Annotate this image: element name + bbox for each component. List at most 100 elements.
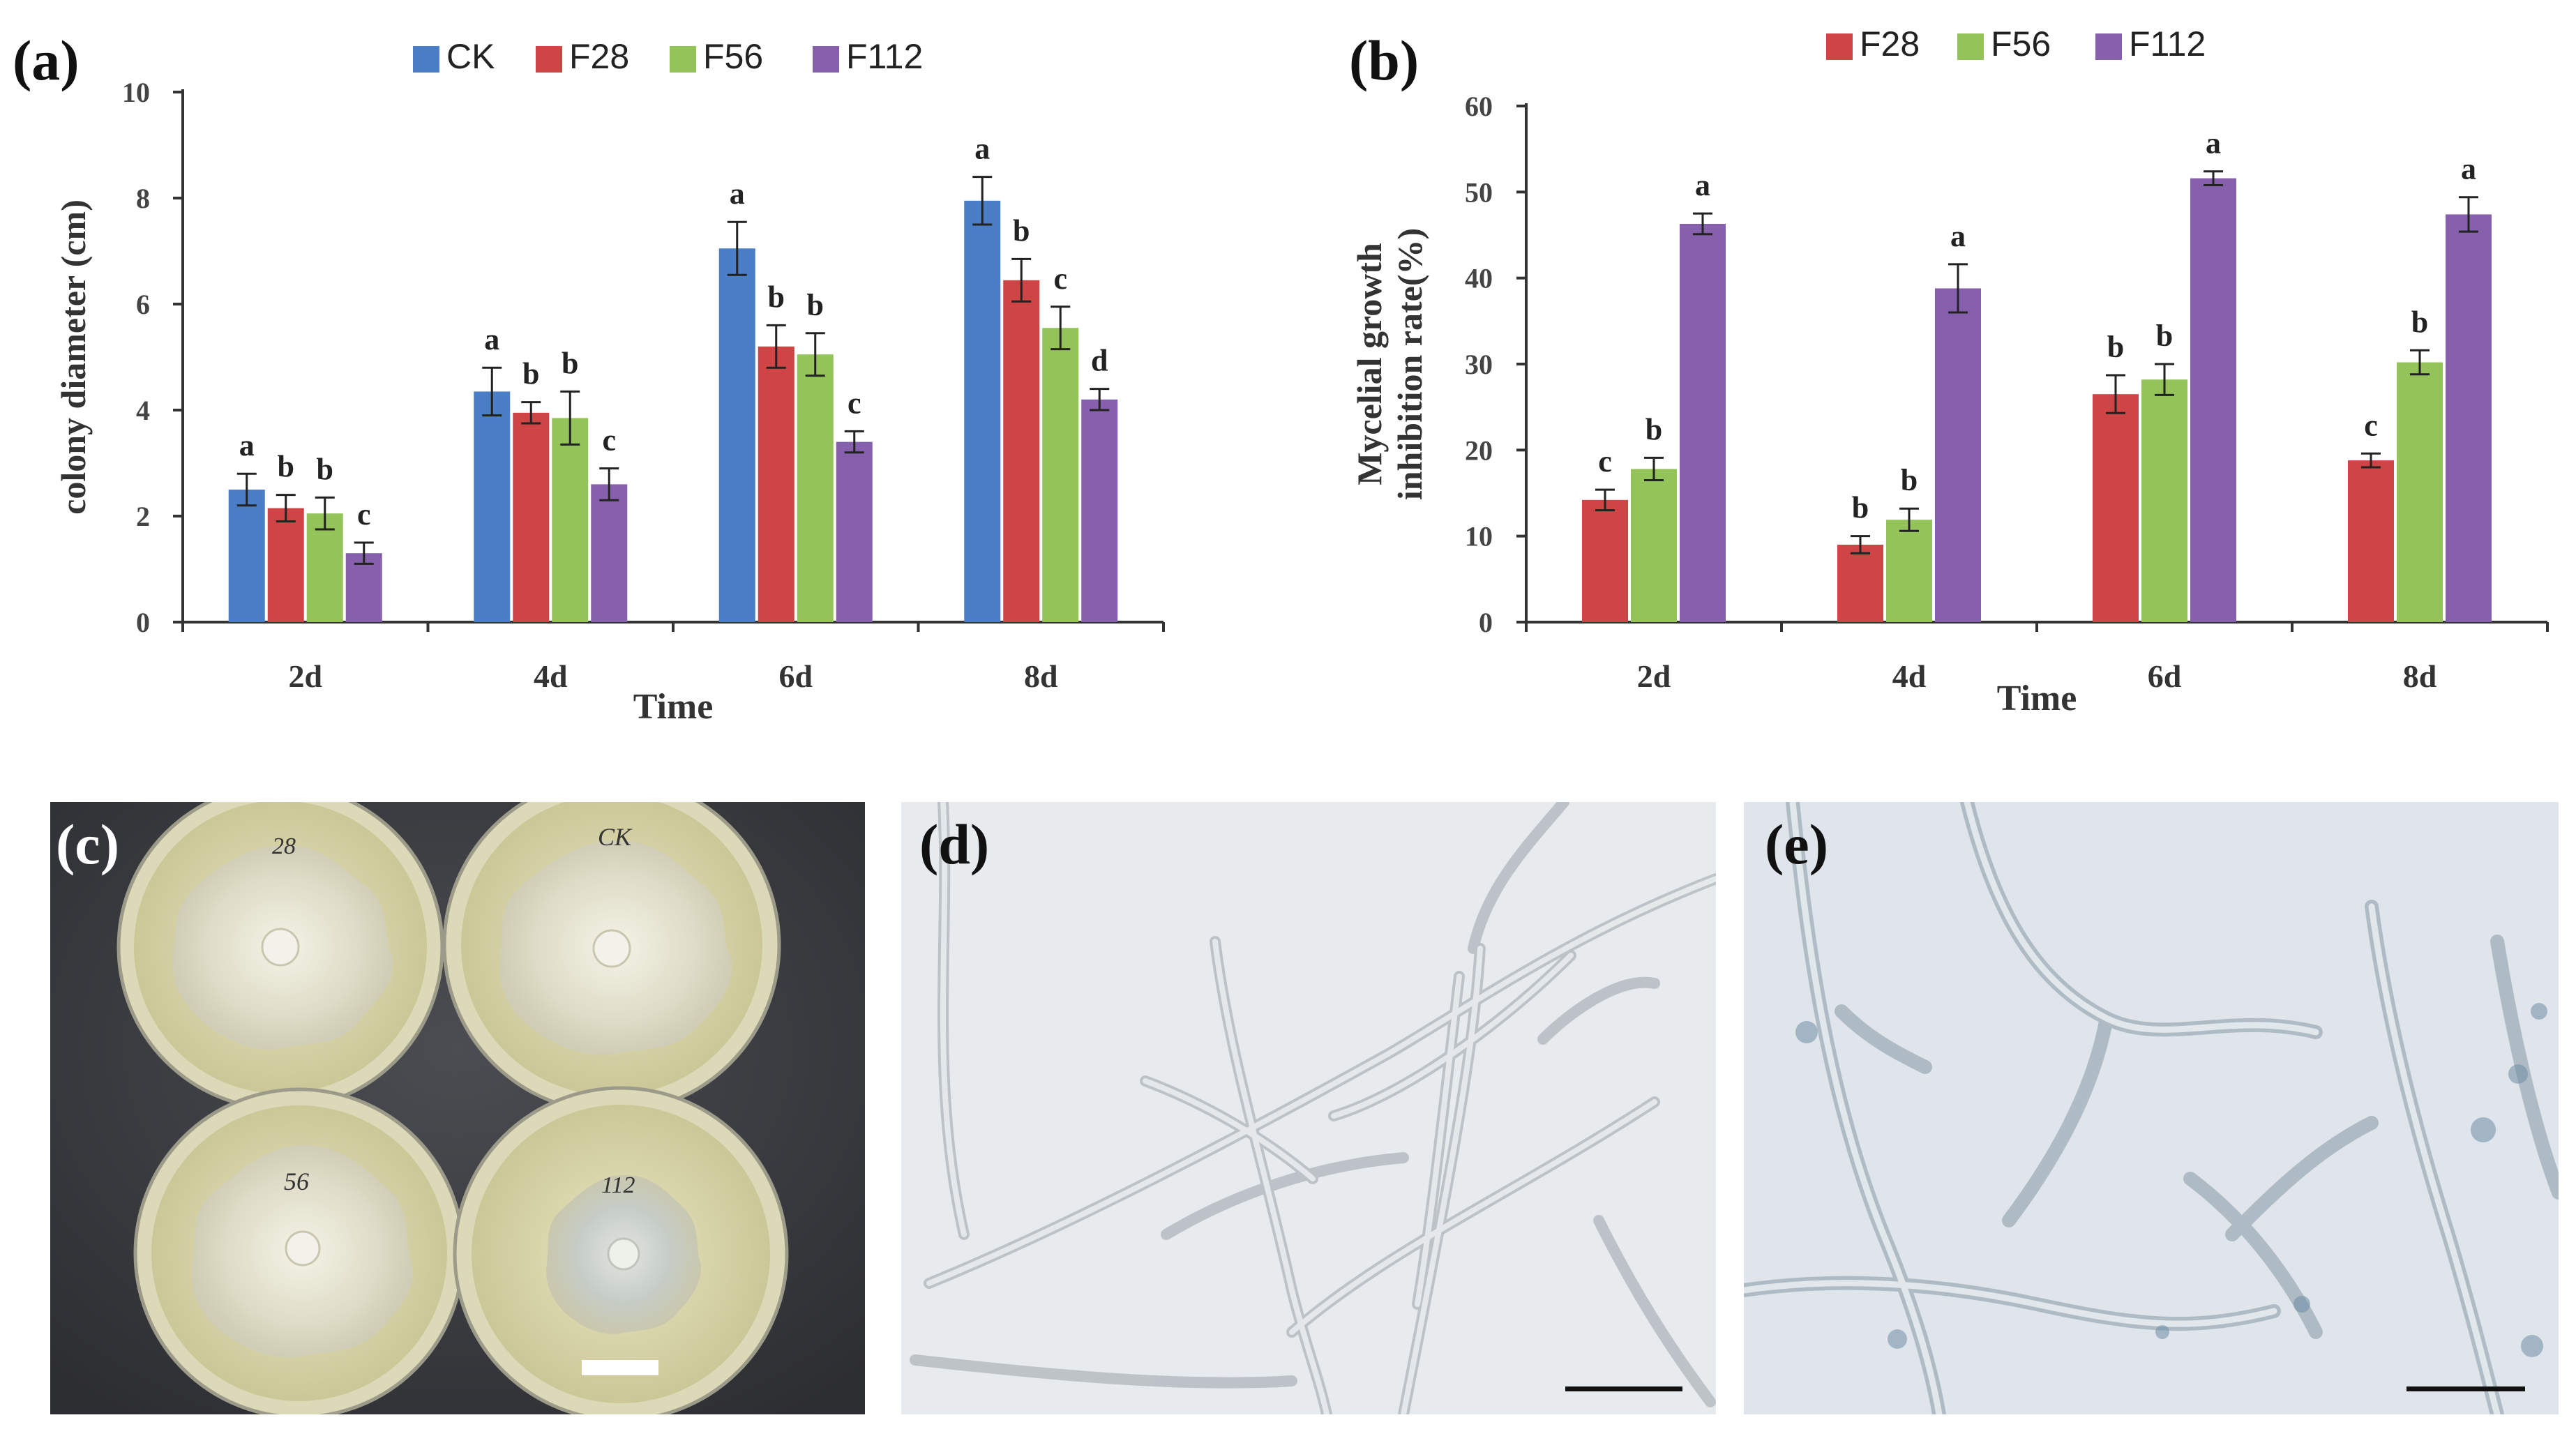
legend-swatch-a-CK	[413, 46, 439, 73]
legend-swatch-a-F56	[670, 46, 696, 73]
significance-letter-a-CK-2d: a	[239, 428, 255, 462]
bar-b-F56-6d	[2141, 379, 2187, 622]
bar-b-F28-2d	[1582, 499, 1628, 622]
significance-letter-a-CK-6d: a	[730, 176, 745, 211]
panel-label-e: (e)	[1765, 813, 1829, 876]
x-axis-label-b: Time	[1997, 679, 2077, 718]
legend-label-a-F28: F28	[569, 37, 629, 76]
y-tick-label-b-1: 10	[1465, 521, 1493, 552]
bar-b-F56-4d	[1886, 520, 1932, 622]
legend-label-a-CK: CK	[446, 37, 495, 76]
bar-a-F28-2d	[267, 508, 304, 622]
scale-bar-e	[2406, 1386, 2525, 1391]
plate-label-112: 112	[601, 1172, 635, 1198]
legend-swatch-a-F28	[536, 46, 562, 73]
panel-label-c: (c)	[56, 813, 120, 876]
bar-a-CK-6d	[718, 248, 755, 622]
significance-letter-b-F56-8d: b	[2411, 305, 2428, 339]
significance-letter-b-F56-6d: b	[2156, 319, 2173, 353]
y-tick-label-a-2: 4	[136, 395, 150, 426]
bar-b-F28-4d	[1837, 545, 1883, 622]
bar-b-F56-2d	[1631, 469, 1677, 622]
bar-b-F112-2d	[1680, 223, 1726, 622]
significance-letter-a-F56-6d: b	[807, 288, 824, 322]
significance-letter-b-F112-4d: a	[1950, 219, 1966, 253]
y-tick-label-a-5: 10	[122, 77, 150, 108]
petri-dish-56: 56	[133, 1087, 465, 1414]
legend-label-b-F56: F56	[1991, 24, 2051, 63]
x-tick-label-a-2d: 2d	[288, 658, 322, 694]
scale-bar-d	[1565, 1386, 1682, 1391]
y-tick-label-a-4: 8	[136, 183, 150, 214]
y-tick-label-b-2: 20	[1465, 434, 1493, 466]
y-tick-label-b-3: 30	[1465, 349, 1493, 380]
plate-label-ck: CK	[598, 823, 633, 851]
bar-a-F56-4d	[552, 418, 589, 622]
petri-dish-112: 112	[453, 1086, 789, 1414]
significance-letter-b-F28-8d: c	[2364, 408, 2378, 442]
bar-b-F56-8d	[2397, 362, 2443, 622]
y-tick-label-a-1: 2	[136, 501, 150, 532]
chart-b: 0 10 20 30 40 50 60 c b a 2d b b a 4d b b a 6d c b a 8d Time Myc…	[1325, 0, 2576, 753]
chart-a: 0 2 4 6 8 10 a b b c 2d a b b c 4d a b b c 6d a b c d 8d Time colon…	[0, 0, 1276, 753]
significance-letter-b-F112-8d: a	[2461, 152, 2476, 186]
y-axis-label-a: colony diameter (cm)	[54, 199, 93, 515]
legend-swatch-b-F56	[1957, 33, 1984, 60]
panel-label-b: (b)	[1349, 29, 1419, 92]
legend-label-b-F112: F112	[2129, 24, 2206, 63]
significance-letter-b-F112-2d: a	[1695, 168, 1710, 202]
significance-letter-a-F28-6d: b	[768, 280, 785, 314]
legend-swatch-b-F112	[2095, 33, 2122, 60]
y-tick-label-b-6: 60	[1465, 91, 1493, 122]
y-tick-label-a-0: 0	[136, 607, 150, 638]
bar-a-CK-4d	[474, 391, 511, 622]
y-tick-label-b-0: 0	[1479, 607, 1493, 638]
micrograph-e: (e)	[1744, 802, 2559, 1414]
plate-label-28: 28	[272, 833, 296, 859]
bar-b-F112-4d	[1935, 288, 1981, 622]
significance-letter-b-F28-6d: b	[2107, 330, 2124, 364]
significance-letter-b-F112-6d: a	[2206, 126, 2221, 160]
scale-bar-c	[582, 1360, 658, 1375]
bar-a-CK-8d	[964, 200, 1001, 622]
legend-swatch-b-F28	[1826, 33, 1853, 60]
significance-letter-a-F112-6d: c	[848, 386, 861, 420]
significance-letter-b-F28-2d: c	[1598, 444, 1612, 478]
bar-a-F112-6d	[836, 441, 873, 622]
significance-letter-a-F56-8d: c	[1053, 262, 1067, 296]
x-axis-label-a: Time	[633, 687, 714, 727]
panel-label-d: (d)	[919, 813, 990, 876]
y-tick-label-a-3: 6	[136, 289, 150, 320]
bar-a-F28-8d	[1003, 280, 1040, 622]
x-tick-label-a-4d: 4d	[534, 658, 568, 694]
significance-letter-b-F56-4d: b	[1901, 463, 1918, 497]
significance-letter-a-F56-4d: b	[562, 346, 578, 380]
petri-dish-ck: CK	[442, 802, 781, 1114]
legend-label-b-F28: F28	[1860, 24, 1920, 63]
significance-letter-a-F112-8d: d	[1091, 344, 1108, 378]
legend-label-a-F56: F56	[703, 37, 763, 76]
significance-letter-a-CK-4d: a	[484, 322, 499, 356]
bar-a-F56-8d	[1042, 328, 1079, 622]
petri-dish-28: 28	[116, 802, 444, 1111]
x-tick-label-b-8d: 8d	[2403, 658, 2437, 694]
x-tick-label-b-6d: 6d	[2148, 658, 2182, 694]
bar-a-F28-6d	[758, 346, 794, 622]
plate-label-56: 56	[284, 1167, 309, 1195]
significance-letter-a-F112-2d: c	[357, 497, 371, 531]
y-axis-label-b-0: Mycelial growth	[1350, 243, 1389, 485]
x-tick-label-a-8d: 8d	[1024, 658, 1058, 694]
bar-a-F112-4d	[591, 484, 628, 622]
significance-letter-b-F56-2d: b	[1645, 412, 1662, 446]
significance-letter-a-F28-8d: b	[1013, 213, 1030, 248]
significance-letter-a-F112-4d: c	[602, 423, 616, 458]
bar-a-CK-2d	[228, 490, 265, 622]
bar-b-F112-6d	[2190, 178, 2236, 623]
bar-a-F56-2d	[306, 513, 343, 622]
x-tick-label-b-2d: 2d	[1637, 658, 1671, 694]
bar-b-F28-6d	[2093, 394, 2139, 622]
bar-b-F28-8d	[2348, 460, 2394, 622]
bar-a-F112-8d	[1081, 399, 1118, 622]
legend-swatch-a-F112	[813, 46, 839, 73]
